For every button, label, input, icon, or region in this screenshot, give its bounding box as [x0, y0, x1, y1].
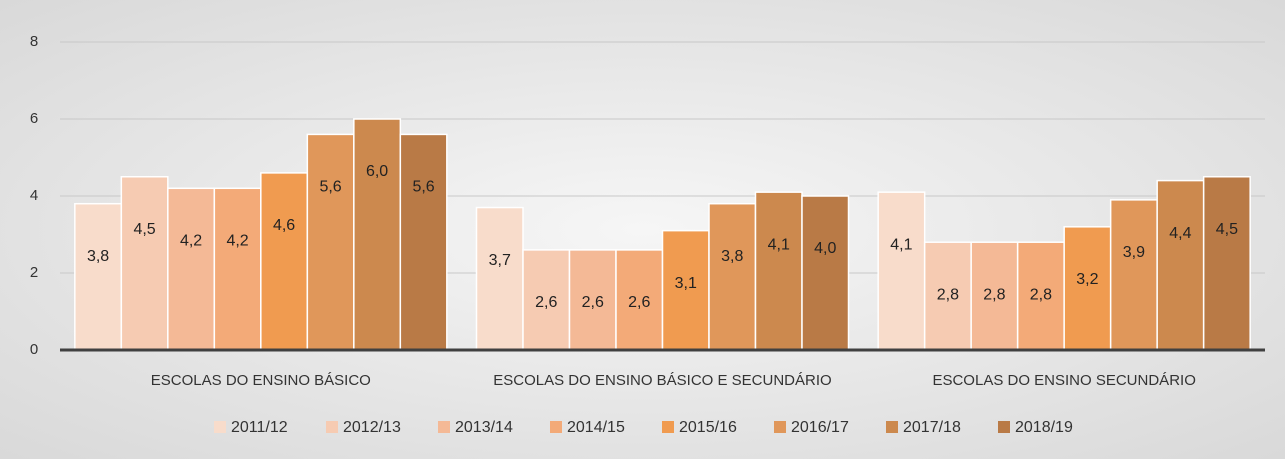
- data-label: 4,1: [890, 236, 912, 253]
- data-label: 4,0: [814, 240, 836, 257]
- bar: [260, 172, 309, 351]
- data-label: 5,6: [319, 179, 341, 196]
- y-tick-label: 8: [30, 33, 38, 50]
- bar: [353, 118, 402, 351]
- bar: [522, 249, 571, 351]
- data-label: 3,8: [721, 248, 743, 265]
- y-tick-label: 2: [30, 264, 38, 281]
- data-label: 3,2: [1076, 271, 1098, 288]
- data-label: 2,8: [983, 286, 1005, 303]
- data-label: 2,6: [628, 294, 650, 311]
- legend-label: 2016/17: [791, 419, 849, 436]
- data-label: 4,2: [226, 233, 248, 250]
- data-label: 5,6: [412, 179, 434, 196]
- bar: [306, 133, 355, 351]
- bar: [801, 195, 850, 351]
- bar: [1109, 199, 1158, 351]
- data-label: 3,1: [675, 275, 697, 292]
- legend-label: 2017/18: [903, 419, 961, 436]
- y-tick-label: 0: [30, 341, 38, 358]
- legend-label: 2014/15: [567, 419, 625, 436]
- bar: [1063, 226, 1112, 351]
- bar: [1156, 179, 1205, 351]
- bar: [213, 187, 262, 351]
- data-label: 4,4: [1169, 225, 1191, 242]
- bar: [1016, 241, 1065, 351]
- bar: [167, 187, 216, 351]
- data-label: 6,0: [366, 163, 388, 180]
- data-label: 4,6: [273, 217, 295, 234]
- y-tick-label: 6: [30, 110, 38, 127]
- data-label: 4,2: [180, 233, 202, 250]
- bar: [708, 202, 757, 351]
- legend-swatch: [550, 421, 562, 433]
- bar: [1202, 176, 1251, 351]
- legend-swatch: [214, 421, 226, 433]
- data-label: 3,7: [489, 252, 511, 269]
- legend-label: 2011/12: [231, 419, 288, 436]
- bar: [74, 202, 123, 351]
- data-label: 2,6: [535, 294, 557, 311]
- data-label: 4,5: [1216, 221, 1238, 238]
- bar: [754, 191, 803, 351]
- bar: [120, 176, 169, 351]
- y-tick-label: 4: [30, 187, 38, 204]
- data-label: 3,9: [1123, 244, 1145, 261]
- data-label: 2,8: [937, 286, 959, 303]
- legend-swatch: [886, 421, 898, 433]
- data-label: 2,8: [1030, 286, 1052, 303]
- legend-swatch: [438, 421, 450, 433]
- bar: [877, 191, 926, 351]
- legend-swatch: [662, 421, 674, 433]
- x-tick-label: ESCOLAS DO ENSINO SECUNDÁRIO: [932, 372, 1195, 389]
- bar: [399, 133, 448, 351]
- legend-swatch: [774, 421, 786, 433]
- legend-label: 2018/19: [1015, 419, 1073, 436]
- x-tick-label: ESCOLAS DO ENSINO BÁSICO E SECUNDÁRIO: [493, 372, 831, 389]
- data-label: 2,6: [582, 294, 604, 311]
- data-label: 4,5: [133, 221, 155, 238]
- data-label: 4,1: [768, 236, 790, 253]
- legend-swatch: [326, 421, 338, 433]
- legend-label: 2015/16: [679, 419, 737, 436]
- legend-label: 2012/13: [343, 419, 401, 436]
- x-tick-label: ESCOLAS DO ENSINO BÁSICO: [151, 372, 371, 389]
- data-label: 3,8: [87, 248, 109, 265]
- bar: [475, 206, 524, 351]
- bar: [970, 241, 1019, 351]
- legend-swatch: [998, 421, 1010, 433]
- legend-label: 2013/14: [455, 419, 513, 436]
